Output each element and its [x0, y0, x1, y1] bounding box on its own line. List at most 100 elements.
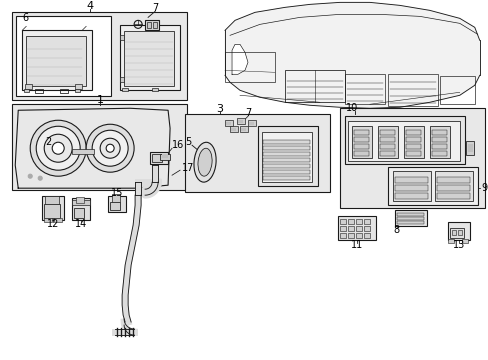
Bar [353, 130, 368, 135]
Bar [35, 89, 43, 93]
Bar [379, 137, 394, 142]
Bar [76, 197, 84, 203]
Bar [403, 126, 423, 158]
Bar [451, 230, 455, 235]
Bar [405, 144, 420, 149]
Bar [449, 228, 463, 238]
Text: 2: 2 [45, 137, 51, 147]
Text: 14: 14 [75, 219, 87, 229]
Bar [339, 226, 345, 231]
Bar [355, 226, 361, 231]
Bar [262, 132, 311, 182]
Bar [224, 120, 233, 126]
Bar [436, 185, 469, 191]
Bar [60, 89, 68, 93]
Bar [434, 171, 472, 201]
Bar [74, 208, 84, 218]
Bar [263, 152, 309, 156]
Bar [339, 233, 345, 238]
Bar [394, 193, 427, 199]
Bar [263, 176, 309, 180]
Bar [22, 30, 92, 90]
Text: 16: 16 [172, 140, 184, 150]
Bar [347, 121, 459, 161]
Bar [237, 118, 244, 124]
Bar [263, 164, 309, 168]
Bar [108, 196, 126, 212]
Bar [120, 35, 124, 40]
Circle shape [38, 176, 42, 180]
Bar [355, 233, 361, 238]
Bar [392, 171, 430, 201]
Bar [363, 219, 369, 224]
Bar [363, 233, 369, 238]
Circle shape [36, 126, 80, 170]
Bar [363, 226, 369, 231]
Text: 13: 13 [452, 240, 464, 250]
Bar [75, 89, 80, 92]
Text: 10: 10 [345, 103, 357, 113]
Text: 3: 3 [216, 104, 223, 114]
Bar [72, 149, 94, 154]
Bar [461, 239, 467, 243]
Circle shape [44, 134, 72, 162]
Bar [152, 88, 158, 91]
Bar [394, 185, 427, 191]
Bar [147, 22, 151, 28]
Bar [396, 213, 423, 216]
Bar [160, 154, 170, 160]
Text: 1: 1 [97, 95, 103, 105]
Bar [25, 84, 32, 89]
Bar [347, 226, 353, 231]
Bar [436, 193, 469, 199]
Bar [431, 137, 446, 142]
Circle shape [92, 130, 128, 166]
Bar [396, 217, 423, 220]
Bar [353, 144, 368, 149]
Bar [112, 194, 120, 202]
Bar [439, 76, 474, 104]
Bar [110, 202, 120, 210]
Polygon shape [224, 3, 479, 108]
Bar [431, 130, 446, 135]
Bar [162, 154, 168, 158]
Bar [229, 126, 238, 132]
Bar [429, 126, 449, 158]
Bar [351, 126, 371, 158]
Bar [263, 170, 309, 174]
Text: 15: 15 [111, 188, 123, 198]
Bar [263, 146, 309, 150]
Circle shape [86, 124, 134, 172]
Circle shape [30, 120, 86, 176]
Bar [44, 204, 60, 218]
Bar [379, 151, 394, 156]
Bar [337, 216, 375, 240]
Bar [145, 21, 159, 30]
Bar [45, 196, 59, 204]
Bar [72, 200, 90, 205]
Text: 4: 4 [86, 1, 94, 12]
Text: 11: 11 [350, 240, 362, 250]
Text: 9: 9 [481, 183, 487, 193]
Bar [396, 221, 423, 224]
Bar [394, 177, 427, 183]
Bar [224, 52, 274, 82]
Bar [339, 219, 345, 224]
Bar [387, 167, 477, 205]
Bar [42, 196, 64, 220]
Bar [230, 128, 236, 131]
Bar [120, 25, 180, 90]
Text: 8: 8 [393, 225, 399, 235]
Bar [248, 122, 253, 125]
Text: 7: 7 [244, 108, 251, 118]
Bar [431, 151, 446, 156]
Bar [377, 126, 397, 158]
Bar [258, 126, 317, 186]
Circle shape [106, 144, 114, 152]
Bar [436, 177, 469, 183]
Bar [150, 152, 168, 164]
Circle shape [28, 174, 32, 178]
Bar [347, 219, 353, 224]
Bar [465, 141, 473, 155]
Bar [447, 239, 453, 243]
